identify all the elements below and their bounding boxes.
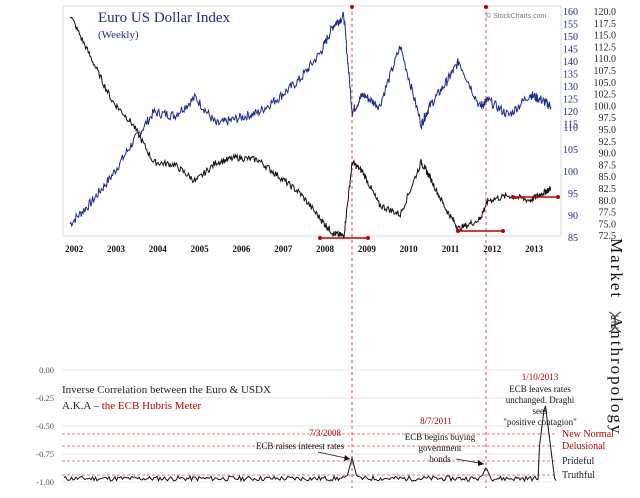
usdx-tick-label: 85: [568, 233, 578, 244]
usdx-tick-label: 140: [563, 57, 578, 68]
annotation-text-2013-4: "positive contagion": [503, 417, 577, 427]
brand-vertical: Market Anthropology: [607, 238, 626, 435]
euro-axis: 120.0117.5115.0112.5110.0107.5105.0102.5…: [594, 7, 617, 242]
year-tick-label: 2003: [107, 244, 126, 254]
year-tick-label: 2009: [358, 244, 377, 254]
usdx-tick-label: 100: [563, 167, 578, 178]
usdx-tick-label: 150: [563, 32, 578, 43]
euro-tick-label: 102.5: [594, 90, 617, 101]
chart-title: Euro US Dollar Index: [98, 10, 231, 26]
year-tick-label: 2011: [442, 244, 460, 254]
usdx-tick-label: 125: [563, 95, 578, 106]
year-tick-label: 2013: [525, 244, 544, 254]
annotation-text-2008: ECB raises interest rates: [256, 441, 345, 451]
brand-word-2: Anthropology: [607, 316, 626, 435]
year-axis: 2002 2003 2004 2005 2006 2007 2008 2009 2010 2011…: [65, 244, 543, 254]
year-tick-label: 2006: [232, 244, 251, 254]
euro-tick-label: 87.5: [599, 160, 617, 171]
chart-subtitle: (Weekly): [98, 29, 139, 41]
hubris-meter: Inverse Correlation between the Euro & U…: [36, 365, 614, 487]
year-tick-label: 2012: [483, 244, 502, 254]
euro-tick-label: 100.0: [594, 101, 617, 112]
watermark: © StockCharts.com: [486, 12, 547, 20]
usdx-tick-label: 120: [563, 107, 578, 118]
euro-tick-label: 92.5: [599, 137, 617, 148]
euro-tick-label: 110.0: [594, 54, 616, 65]
euro-tick-label: 95.0: [599, 125, 617, 136]
usdx-tick-label: 130: [563, 82, 578, 93]
correlation-tick-label: 0.00: [39, 365, 54, 375]
euro-tick-label: 75.0: [599, 219, 617, 230]
euro-tick-label: 85.0: [599, 172, 617, 183]
euro-tick-label: 112.5: [594, 42, 616, 53]
title-rest: US Dollar Index: [127, 10, 230, 26]
title-euro: Euro: [98, 10, 127, 26]
usdx-tick-label: 90: [568, 211, 578, 222]
event-lines: [350, 5, 488, 488]
year-tick-label: 2010: [400, 244, 419, 254]
annotation-text-2013-2: unchanged. Draghi: [506, 395, 575, 405]
hubris-level-label: Prideful: [562, 456, 594, 467]
annotation-date-2011: 8/7/2011: [420, 416, 452, 426]
usdx-tick-label: 155: [563, 20, 578, 31]
hubris-subtitle: A.K.A – the ECB Hubris Meter: [62, 400, 201, 412]
usdx-tick-label: 105: [563, 145, 578, 156]
support-bars: [318, 195, 560, 240]
euro-tick-label: 107.5: [594, 66, 617, 77]
euro-tick-label: 105.0: [594, 78, 617, 89]
year-tick-label: 2007: [274, 244, 293, 254]
annotation-text-2013-3: sees: [533, 406, 548, 416]
year-tick-label: 2002: [65, 244, 84, 254]
dna-logo-icon: [608, 311, 622, 333]
euro-tick-label: 72.5: [599, 231, 617, 242]
correlation-tick-label: -0.75: [36, 449, 54, 459]
usdx-tick-label: 110: [563, 123, 578, 134]
annotation-date-2008: 7/3/2008: [309, 428, 342, 438]
usdx-tick-label: 135: [563, 70, 578, 81]
correlation-tick-label: -0.50: [36, 421, 54, 431]
euro-tick-label: 82.5: [599, 184, 617, 195]
euro-tick-label: 117.5: [594, 19, 616, 30]
annotation-text-2011-2: government: [419, 443, 462, 453]
annotations: 7/3/2008 ECB raises interest rates 8/7/2…: [256, 372, 577, 466]
usdx-tick-label: 115: [563, 120, 578, 131]
year-tick-label: 2004: [149, 244, 168, 254]
year-tick-label: 2005: [191, 244, 210, 254]
brand-word-1: Market: [607, 238, 626, 299]
annotation-text-2011-1: ECB begins buying: [405, 432, 476, 442]
hubris-level-label: Truthful: [562, 470, 595, 481]
usdx-tick-label: 160: [563, 7, 578, 18]
euro-tick-label: 97.5: [599, 113, 617, 124]
correlation-tick-label: -1.00: [36, 477, 54, 487]
euro-tick-label: 115.0: [594, 31, 616, 42]
annotation-date-2013: 1/10/2013: [522, 372, 559, 382]
annotation-text-2013-1: ECB leaves rates: [509, 384, 571, 394]
euro-tick-label: 77.5: [599, 208, 617, 219]
euro-tick-label: 120.0: [594, 7, 617, 18]
hubris-level-label: New Normal: [562, 429, 614, 440]
usdx-line: [69, 11, 552, 228]
year-tick-label: 2008: [316, 244, 335, 254]
hubris-level-label: Delusional: [562, 441, 606, 452]
correlation-line: [63, 405, 557, 483]
price-chart-frame: [62, 5, 562, 237]
euro-line: [69, 16, 552, 239]
euro-tick-label: 80.0: [599, 196, 617, 207]
correlation-axis: 0.00 -0.25 -0.50 -0.75 -1.00: [36, 365, 556, 487]
correlation-tick-label: -0.25: [36, 393, 54, 403]
usdx-axis: 1601551501451401351301251201151101051009…: [563, 7, 578, 244]
usdx-tick-label: 95: [568, 189, 578, 200]
price-series: [69, 11, 552, 239]
euro-tick-label: 90.0: [599, 149, 617, 160]
usdx-tick-label: 145: [563, 45, 578, 56]
hubris-title: Inverse Correlation between the Euro & U…: [62, 384, 271, 396]
annotation-text-2011-3: bonds: [429, 454, 451, 464]
